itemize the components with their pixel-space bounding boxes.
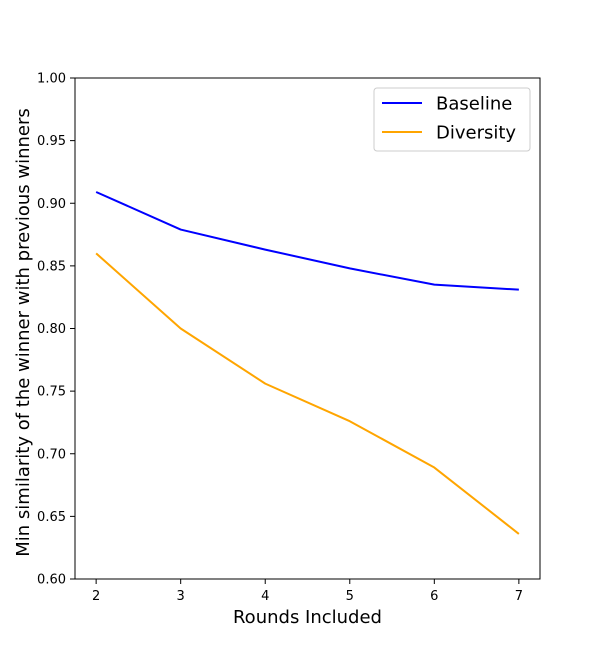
x-tick-label: 2 xyxy=(92,589,100,604)
x-tick-label: 3 xyxy=(177,589,185,604)
y-tick-label: 0.80 xyxy=(37,322,66,337)
legend: Baseline Diversity xyxy=(373,87,531,152)
x-tick-label: 7 xyxy=(515,589,523,604)
y-tick-label: 1.00 xyxy=(37,72,66,87)
y-tick-label: 0.65 xyxy=(37,510,66,525)
x-axis-label: Rounds Included xyxy=(233,607,382,628)
legend-label-baseline: Baseline xyxy=(436,94,512,115)
x-tick-label: 5 xyxy=(346,589,354,604)
y-tick-label: 0.95 xyxy=(37,134,66,149)
y-tick-label: 0.75 xyxy=(37,385,66,400)
ticks-layer: 2 3 4 5 6 7 0.60 0.65 0.70 0.75 0.80 0.85 0.90 0.95 1.… xyxy=(37,72,523,605)
series-line-diversity xyxy=(95,252,520,535)
series-layer xyxy=(95,191,520,535)
y-tick-label: 0.90 xyxy=(37,197,66,212)
y-tick-label: 0.85 xyxy=(37,259,66,274)
y-tick-label: 0.60 xyxy=(37,573,66,588)
series-line-baseline xyxy=(95,191,519,291)
x-tick-label: 4 xyxy=(261,589,269,604)
y-tick-label: 0.70 xyxy=(37,447,66,462)
legend-label-diversity: Diversity xyxy=(436,123,516,144)
y-axis-label: Min similarity of the winner with previo… xyxy=(13,108,34,557)
x-tick-label: 6 xyxy=(430,589,438,604)
